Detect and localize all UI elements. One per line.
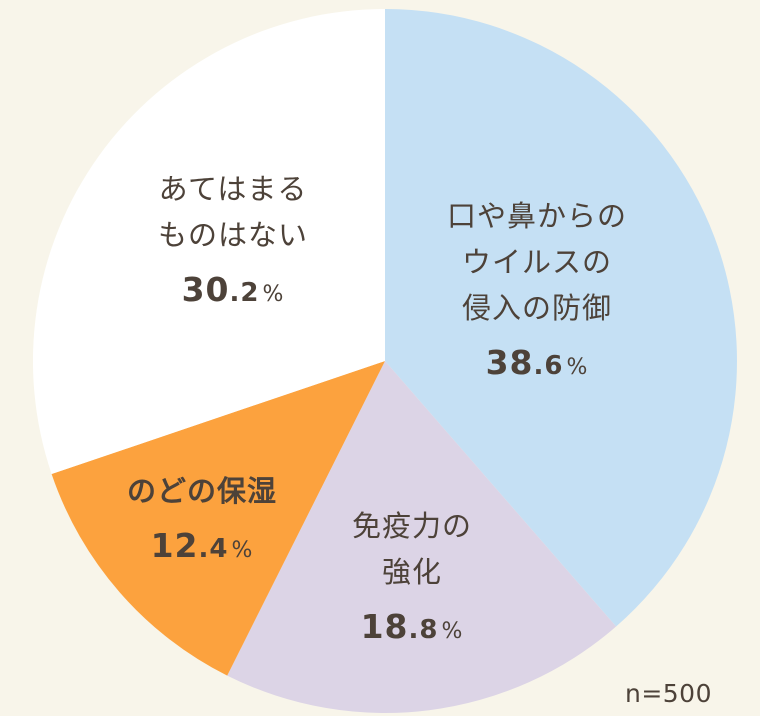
sample-size-note: n=500: [624, 679, 712, 708]
value-int: 18: [360, 607, 409, 646]
label-none: あてはまる ものはない 30.2%: [158, 166, 308, 309]
value: 12.4%: [127, 526, 277, 565]
value-pct: %: [566, 355, 589, 380]
label-line: ものはない: [157, 218, 309, 252]
label-immunity: 免疫力の 強化 18.8%: [352, 503, 472, 646]
slice-none: [32, 9, 386, 474]
label-line: のどの保湿: [126, 474, 278, 508]
value-int: 30: [181, 270, 230, 309]
value: 30.2%: [158, 270, 308, 309]
value-int: 12: [150, 526, 199, 565]
value-int: 38: [485, 343, 534, 382]
value-pct: %: [441, 619, 464, 644]
label-throat-moisture: のどの保湿 12.4%: [127, 468, 277, 565]
value-dec: .8: [408, 615, 439, 645]
value-dec: .2: [229, 278, 260, 308]
label-virus-defense: 口や鼻からの ウイルスの 侵入の防御 38.6%: [447, 193, 627, 382]
label-line: ウイルスの: [461, 245, 613, 279]
label-line: 免疫力の: [351, 509, 473, 543]
slice-virus-defense: [385, 9, 737, 627]
value-pct: %: [231, 538, 254, 563]
slice-throat-moisture: [51, 361, 385, 676]
value-pct: %: [262, 282, 285, 307]
label-line: あてはまる: [158, 172, 308, 206]
value: 18.8%: [352, 607, 472, 646]
value-dec: .6: [533, 351, 564, 381]
value: 38.6%: [447, 343, 627, 382]
slice-immunity: [227, 361, 617, 713]
label-line: 強化: [381, 555, 443, 589]
label-line: 侵入の防御: [461, 291, 613, 325]
label-line: 口や鼻からの: [446, 199, 628, 233]
value-dec: .4: [198, 534, 229, 564]
